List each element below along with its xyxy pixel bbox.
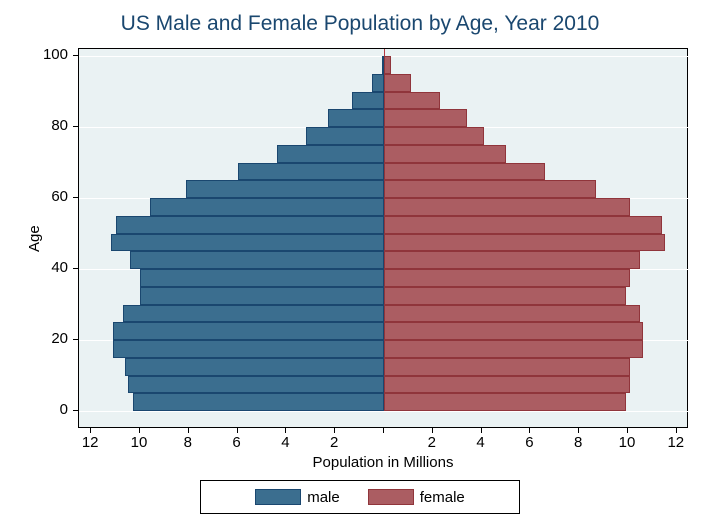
y-tick-mark bbox=[73, 410, 78, 411]
gridline-y bbox=[79, 411, 689, 412]
bar-female bbox=[384, 340, 643, 358]
legend-label-male: male bbox=[307, 489, 340, 506]
x-tick-label: 12 bbox=[661, 434, 691, 451]
bar-male bbox=[306, 127, 384, 145]
bar-female bbox=[384, 163, 545, 181]
bar-female bbox=[384, 74, 411, 92]
y-tick-mark bbox=[73, 197, 78, 198]
x-tick-mark bbox=[90, 428, 91, 433]
x-tick-label: 4 bbox=[466, 434, 496, 451]
x-tick-mark bbox=[285, 428, 286, 433]
x-tick-mark bbox=[139, 428, 140, 433]
bar-female bbox=[384, 216, 662, 234]
y-tick-label: 0 bbox=[38, 401, 68, 418]
x-tick-mark bbox=[383, 428, 384, 433]
bar-male bbox=[140, 287, 384, 305]
y-tick-label: 60 bbox=[38, 188, 68, 205]
x-tick-mark bbox=[432, 428, 433, 433]
bar-male bbox=[113, 322, 384, 340]
bar-male bbox=[116, 216, 384, 234]
y-axis-label: Age bbox=[26, 225, 43, 252]
legend-item-female: female bbox=[368, 489, 465, 506]
x-tick-mark bbox=[529, 428, 530, 433]
chart-title: US Male and Female Population by Age, Ye… bbox=[0, 12, 720, 36]
bar-male bbox=[113, 340, 384, 358]
bar-female bbox=[384, 322, 643, 340]
x-tick-mark bbox=[578, 428, 579, 433]
bar-male bbox=[352, 92, 384, 110]
x-tick-label: 8 bbox=[563, 434, 593, 451]
population-pyramid-figure: US Male and Female Population by Age, Ye… bbox=[0, 0, 720, 524]
bar-male bbox=[130, 251, 384, 269]
bar-female bbox=[384, 234, 665, 252]
x-tick-label: 6 bbox=[514, 434, 544, 451]
center-hairline bbox=[384, 49, 385, 56]
x-tick-label: 10 bbox=[124, 434, 154, 451]
legend-swatch-male bbox=[255, 489, 301, 505]
x-tick-mark bbox=[188, 428, 189, 433]
bar-male bbox=[140, 269, 384, 287]
x-tick-mark bbox=[334, 428, 335, 433]
x-axis-label: Population in Millions bbox=[78, 454, 688, 471]
y-tick-label: 40 bbox=[38, 259, 68, 276]
bar-male bbox=[372, 74, 384, 92]
bar-female bbox=[384, 287, 626, 305]
x-tick-mark bbox=[676, 428, 677, 433]
bar-male bbox=[111, 234, 384, 252]
bar-male bbox=[133, 393, 384, 411]
x-tick-label: 10 bbox=[612, 434, 642, 451]
bar-female bbox=[384, 109, 467, 127]
bar-male bbox=[150, 198, 384, 216]
y-tick-label: 80 bbox=[38, 117, 68, 134]
y-tick-mark bbox=[73, 126, 78, 127]
y-tick-mark bbox=[73, 268, 78, 269]
bar-male bbox=[186, 180, 384, 198]
bar-male bbox=[328, 109, 384, 127]
x-tick-mark bbox=[237, 428, 238, 433]
bar-male bbox=[277, 145, 384, 163]
legend-label-female: female bbox=[420, 489, 465, 506]
bar-female bbox=[384, 393, 626, 411]
bar-female bbox=[384, 56, 391, 74]
x-tick-label: 8 bbox=[173, 434, 203, 451]
x-tick-label: 12 bbox=[75, 434, 105, 451]
bar-female bbox=[384, 198, 630, 216]
x-tick-label: 6 bbox=[222, 434, 252, 451]
bar-female bbox=[384, 269, 630, 287]
bar-female bbox=[384, 127, 484, 145]
y-tick-mark bbox=[73, 339, 78, 340]
x-tick-label: 4 bbox=[270, 434, 300, 451]
bar-female bbox=[384, 376, 630, 394]
bar-female bbox=[384, 358, 630, 376]
plot-area bbox=[78, 48, 688, 428]
legend-item-male: male bbox=[255, 489, 340, 506]
x-tick-mark bbox=[481, 428, 482, 433]
x-tick-label: 2 bbox=[417, 434, 447, 451]
bar-male bbox=[123, 305, 384, 323]
y-tick-mark bbox=[73, 55, 78, 56]
x-tick-label: 2 bbox=[319, 434, 349, 451]
x-tick-mark bbox=[627, 428, 628, 433]
bar-female bbox=[384, 251, 640, 269]
bar-female bbox=[384, 305, 640, 323]
y-tick-label: 20 bbox=[38, 330, 68, 347]
y-tick-label: 100 bbox=[38, 46, 68, 63]
bar-male bbox=[128, 376, 384, 394]
legend: male female bbox=[200, 480, 520, 514]
bar-male bbox=[238, 163, 384, 181]
bar-female bbox=[384, 92, 440, 110]
bar-female bbox=[384, 145, 506, 163]
bar-male bbox=[125, 358, 384, 376]
bar-female bbox=[384, 180, 596, 198]
legend-swatch-female bbox=[368, 489, 414, 505]
